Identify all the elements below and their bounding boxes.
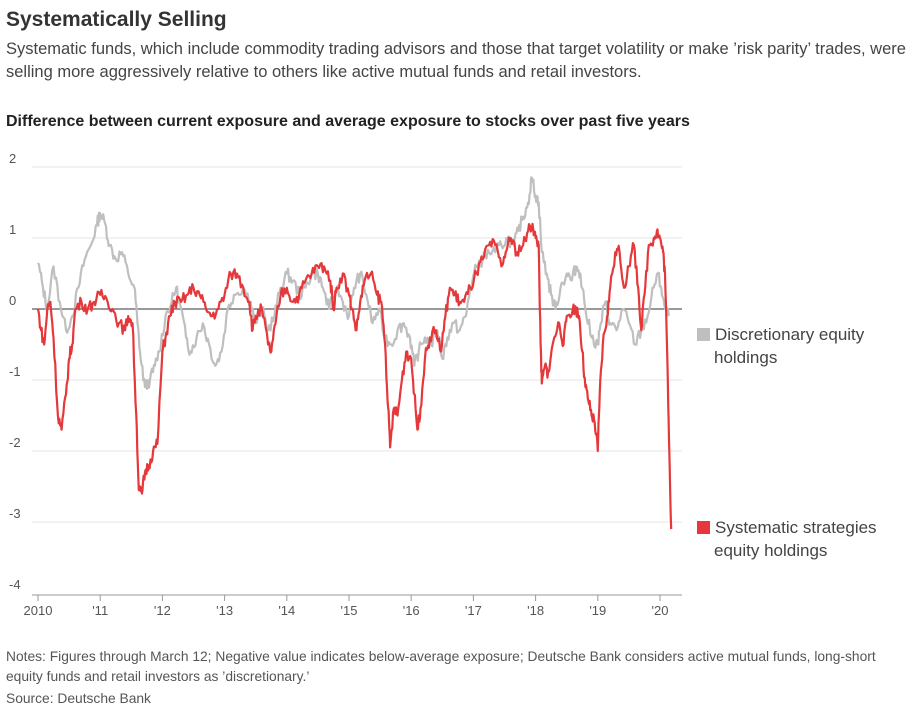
legend-systematic-label-2: equity holdings — [714, 541, 828, 560]
y-tick-label: -2 — [9, 435, 21, 450]
x-tick-label: '11 — [92, 603, 108, 618]
chart-source: Source: Deutsche Bank — [6, 691, 151, 706]
x-tick-label: '15 — [341, 603, 358, 618]
series-lines — [36, 176, 673, 530]
x-tick-label: '20 — [652, 603, 669, 618]
gridlines — [32, 166, 682, 523]
legend-discretionary-label-1: Discretionary equity — [715, 325, 865, 344]
legend-systematic: Systematic strategies equity holdings — [697, 516, 912, 562]
y-tick-label: -3 — [9, 506, 21, 521]
legend-swatch-systematic — [697, 521, 710, 534]
legend-discretionary: Discretionary equity holdings — [697, 323, 912, 369]
x-tick-label: '13 — [216, 603, 233, 618]
x-tick-label: '17 — [465, 603, 482, 618]
chart-subtitle: Systematic funds, which include commodit… — [6, 40, 906, 81]
x-tick-label: '16 — [403, 603, 420, 618]
legend-swatch-discretionary — [697, 328, 710, 341]
legend-discretionary-label-2: holdings — [714, 348, 778, 367]
x-tick-label: '19 — [589, 603, 606, 618]
x-tick-label: '18 — [527, 603, 544, 618]
x-tick-label: 2010 — [24, 603, 53, 618]
legend-systematic-label-1: Systematic strategies — [715, 518, 877, 537]
systematic-strategies-line — [36, 222, 673, 530]
y-tick-label: -4 — [9, 577, 21, 592]
chart-notes: Notes: Figures through March 12; Negativ… — [6, 649, 876, 684]
discretionary-equity-line — [37, 176, 670, 390]
x-tick-label: '14 — [278, 603, 295, 618]
y-tick-label: 0 — [9, 293, 16, 308]
x-tick-label: '12 — [154, 603, 171, 618]
y-tick-label: -1 — [9, 364, 21, 379]
chart-title: Systematically Selling — [6, 8, 227, 31]
plot-title: Difference between current exposure and … — [6, 113, 690, 130]
y-tick-label: 1 — [9, 222, 16, 237]
y-tick-label: 2 — [9, 151, 16, 166]
